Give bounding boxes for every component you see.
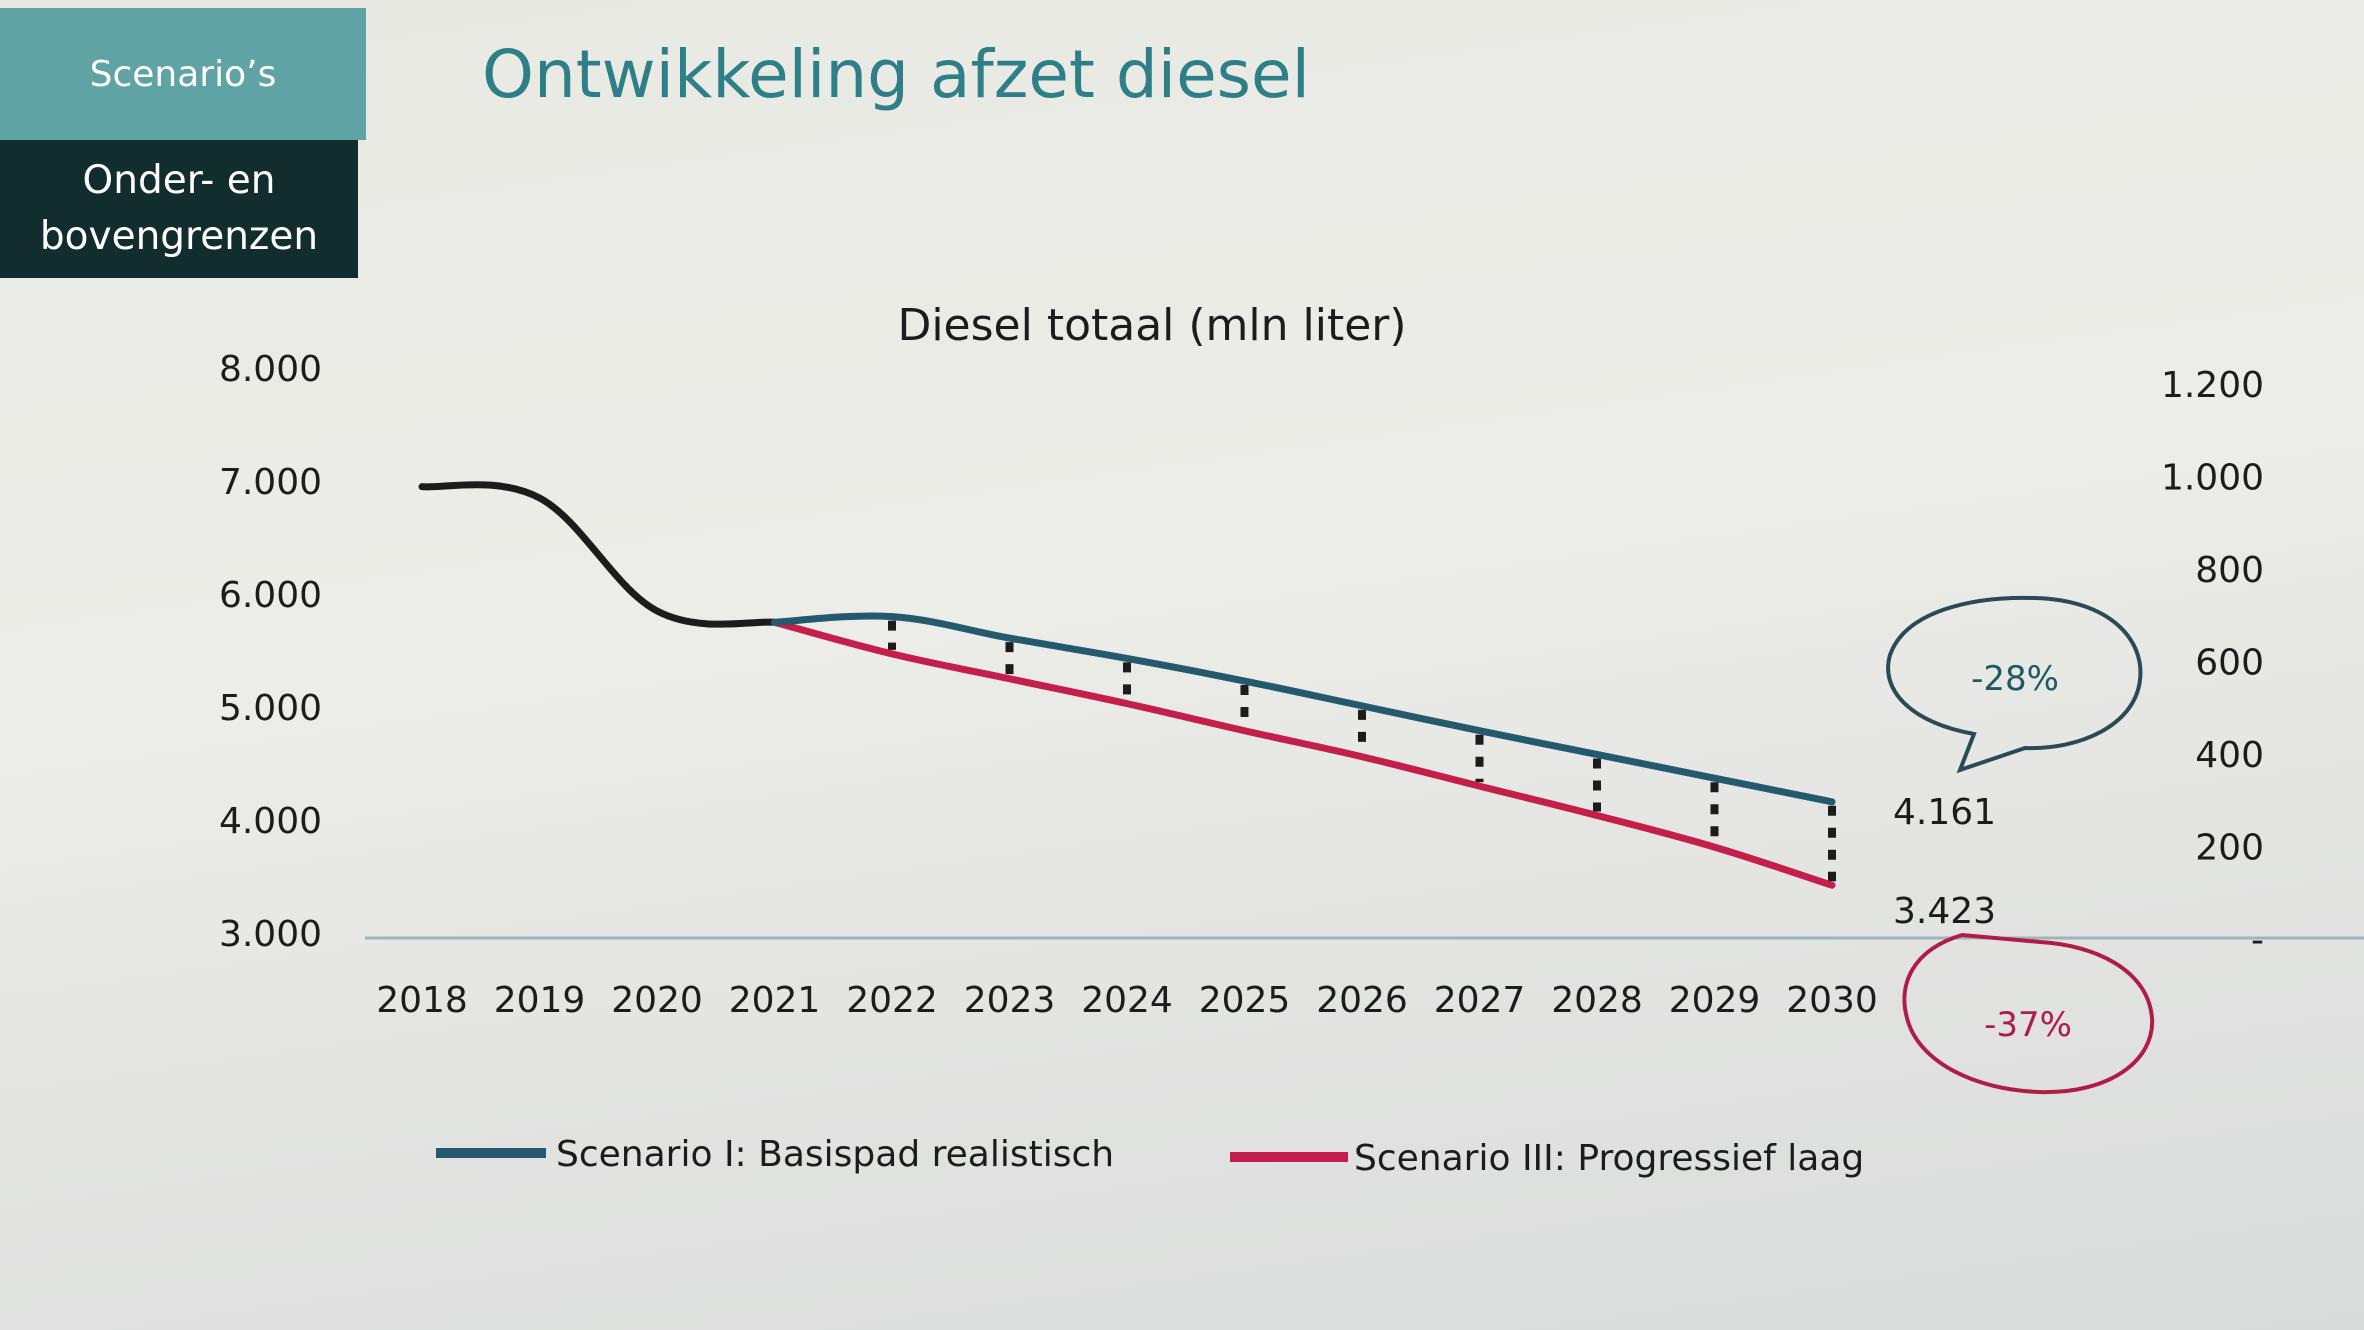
section-label-box: Scenario’s — [0, 8, 366, 140]
left-tick-label: 3.000 — [219, 914, 322, 955]
callout-bubble-upper — [1886, 595, 2143, 774]
x-tick-label: 2026 — [1316, 980, 1408, 1021]
chart-title: Diesel totaal (mln liter) — [897, 300, 1406, 351]
x-tick-label: 2024 — [1081, 980, 1173, 1021]
percent-callouts: -28% -37% — [1886, 595, 2155, 1095]
left-tick-label: 7.000 — [219, 462, 322, 503]
legend-label-scenario-1: Scenario I: Basispad realistisch — [556, 1134, 1114, 1175]
x-tick-label: 2029 — [1669, 980, 1761, 1021]
right-y-axis: 1.200 1.000 800 600 400 200 - — [2161, 365, 2264, 961]
series-lines — [418, 481, 1836, 889]
x-tick-label: 2018 — [376, 980, 468, 1021]
x-tick-label: 2022 — [846, 980, 938, 1021]
x-tick-label: 2028 — [1551, 980, 1643, 1021]
scenario-gap-markers — [888, 620, 1836, 882]
left-tick-label: 4.000 — [219, 801, 322, 842]
end-value-labels: 4.161 3.423 — [1893, 792, 1996, 932]
x-tick-label: 2027 — [1434, 980, 1526, 1021]
left-tick-label: 8.000 — [219, 349, 322, 390]
x-tick-label: 2030 — [1786, 980, 1878, 1021]
scenario-1-line — [771, 612, 1836, 806]
callout-bubble-lower — [1902, 932, 2155, 1095]
right-tick-label: - — [2251, 920, 2264, 961]
chart-legend: Scenario I: Basispad realistisch Scenario… — [436, 1134, 1864, 1179]
right-tick-label: 1.200 — [2161, 365, 2264, 406]
right-tick-label: 800 — [2195, 550, 2264, 591]
end-label-scenario-3: 3.423 — [1893, 891, 1996, 932]
x-tick-label: 2019 — [494, 980, 586, 1021]
history-line — [418, 481, 778, 628]
callout-text-lower: -37% — [1984, 1005, 2072, 1045]
x-tick-label: 2023 — [964, 980, 1056, 1021]
left-tick-label: 5.000 — [219, 688, 322, 729]
legend-label-scenario-3: Scenario III: Progressief laag — [1354, 1138, 1864, 1179]
slide-title: Ontwikkeling afzet diesel — [482, 36, 1310, 113]
scenario-3-line — [771, 618, 1836, 889]
end-label-scenario-1: 4.161 — [1893, 792, 1996, 833]
left-y-axis: 8.000 7.000 6.000 5.000 4.000 3.000 — [219, 349, 322, 955]
right-tick-label: 600 — [2195, 643, 2264, 684]
left-tick-label: 6.000 — [219, 575, 322, 616]
right-tick-label: 1.000 — [2161, 458, 2264, 499]
subsection-label-box: Onder- en bovengrenzen — [0, 140, 358, 278]
x-axis: 2018 2019 2020 2021 2022 2023 2024 2025 2026 2027… — [376, 980, 1878, 1021]
right-tick-label: 400 — [2195, 735, 2264, 776]
x-tick-label: 2020 — [611, 980, 703, 1021]
right-tick-label: 200 — [2195, 828, 2264, 869]
subsection-label: Onder- en bovengrenzen — [39, 158, 319, 259]
callout-text-upper: -28% — [1971, 659, 2059, 699]
section-label: Scenario’s — [89, 53, 277, 95]
x-tick-label: 2021 — [729, 980, 821, 1021]
x-tick-label: 2025 — [1199, 980, 1291, 1021]
